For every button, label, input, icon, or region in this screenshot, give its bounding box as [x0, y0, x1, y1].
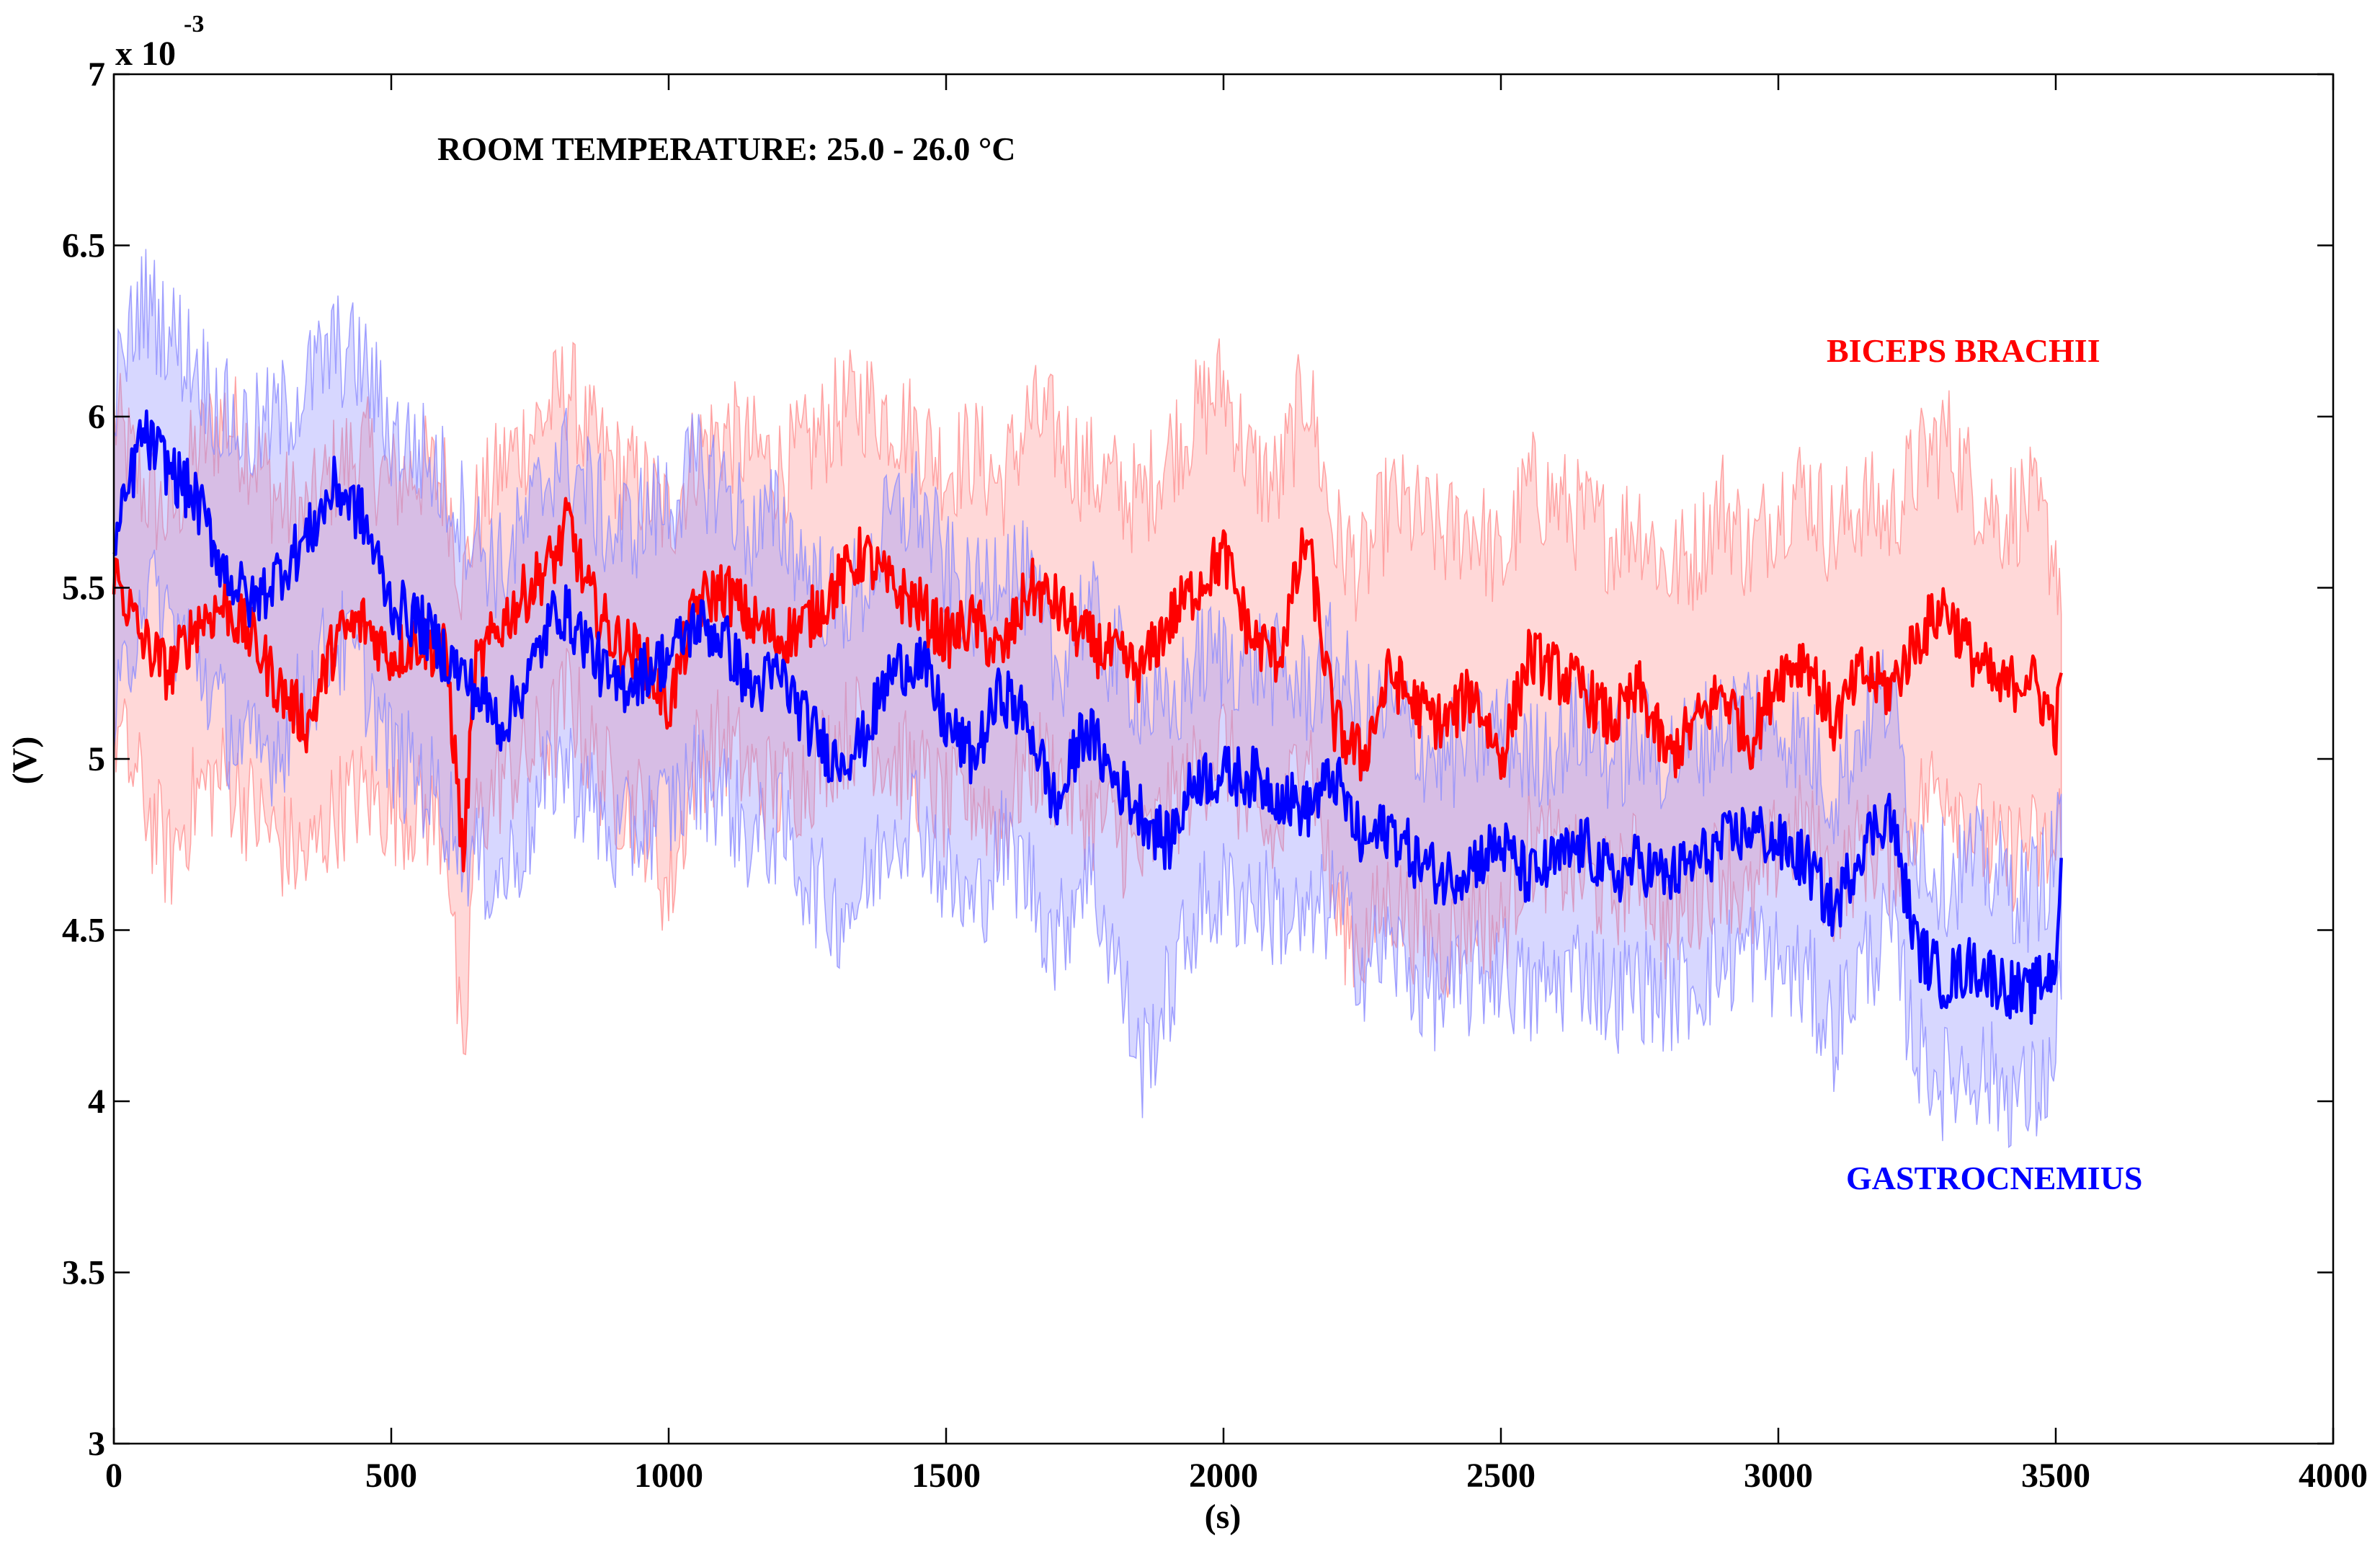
x-tick-label: 1500: [912, 1457, 981, 1495]
y-tick-label: 7: [88, 55, 105, 94]
y-tick-label: 3: [88, 1425, 105, 1463]
gastrocnemius-label: GASTROCNEMIUS: [1846, 1160, 2143, 1196]
gastrocnemius-mean-line: [112, 409, 2063, 1025]
gastrocnemius-envelope: [113, 249, 2062, 1149]
x-tick-label: 500: [365, 1457, 417, 1495]
x-tick-label: 4000: [2299, 1457, 2368, 1495]
x-tick-label: 1000: [634, 1457, 703, 1495]
y-tick-label: 6.5: [62, 227, 105, 265]
biceps-brachii-label: BICEPS BRACHII: [1827, 332, 2100, 369]
y-axis: 3 3.5 4 4.5 5 5.5 6 6.5 7: [62, 55, 2333, 1463]
y-tick-label: 3.5: [62, 1254, 105, 1292]
y-tick-label: 4: [88, 1083, 105, 1121]
x-tick-label: 3000: [1744, 1457, 1813, 1495]
x-axis: 0 500 1000 1500 2000 2500 3000 3500 4000: [105, 74, 2368, 1495]
y-scale-label-base: x 10: [115, 35, 176, 73]
y-tick-label: 5: [88, 740, 105, 778]
x-tick-label: 3500: [2021, 1457, 2090, 1495]
series-lines: [112, 409, 2063, 1025]
x-tick-label: 0: [105, 1457, 122, 1495]
y-axis-title: (V): [6, 737, 44, 785]
y-tick-label: 5.5: [62, 569, 105, 608]
x-tick-label: 2000: [1189, 1457, 1258, 1495]
y-tick-label: 6: [88, 398, 105, 436]
room-temperature-annotation: ROOM TEMPERATURE: 25.0 - 26.0 °C: [437, 130, 1016, 167]
x-axis-title: (s): [1205, 1498, 1242, 1536]
y-tick-label: 4.5: [62, 912, 105, 950]
x-tick-label: 2500: [1466, 1457, 1536, 1495]
y-scale-label-exponent: -3: [184, 11, 204, 37]
